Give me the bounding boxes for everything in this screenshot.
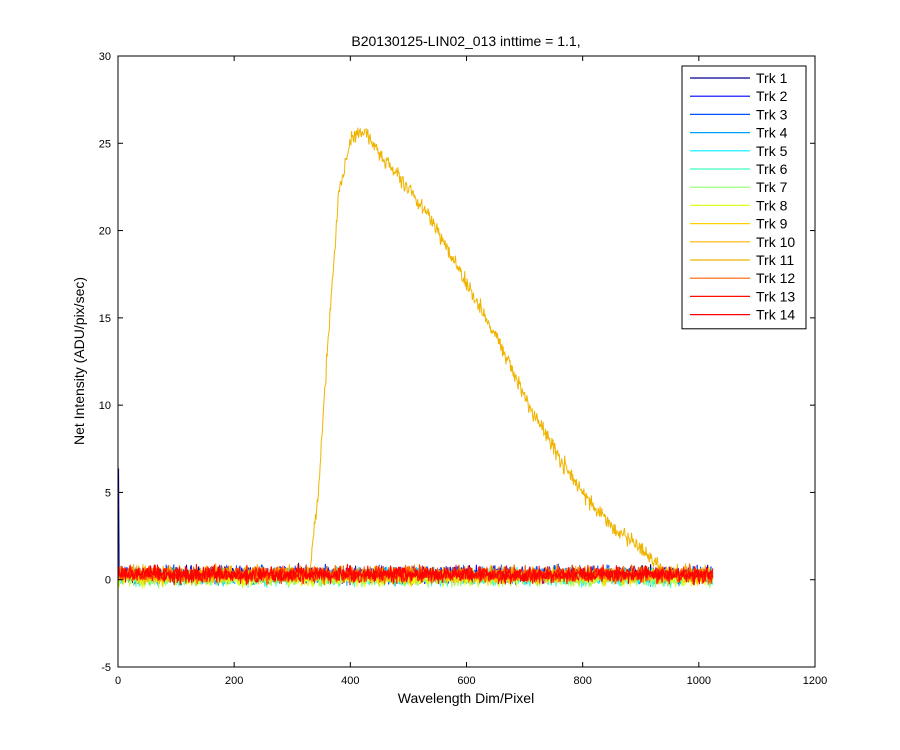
legend-label-trk-10: Trk 10 (756, 234, 795, 250)
y-axis-label: Net Intensity (ADU/pix/sec) (71, 277, 87, 445)
legend-label-trk-1: Trk 1 (756, 70, 788, 86)
y-tick-label: 30 (99, 51, 111, 63)
legend-label-trk-7: Trk 7 (756, 179, 788, 195)
legend: Trk 1 Trk 2 Trk 3 Trk 4 Trk 5 Trk 6 Trk 7 Trk 8… (681, 65, 807, 330)
x-axis-label: Wavelength Dim/Pixel (398, 690, 534, 706)
y-tick-label: 10 (99, 400, 111, 412)
y-tick-label: 5 (105, 487, 111, 499)
x-tick-label: 600 (457, 675, 475, 687)
y-tick-label: 25 (99, 138, 111, 150)
y-tick-label: 15 (99, 313, 111, 325)
x-tick-label: 1200 (803, 675, 827, 687)
x-tick-label: 400 (341, 675, 359, 687)
y-tick-label: 0 (105, 575, 111, 587)
legend-label-trk-5: Trk 5 (756, 143, 788, 159)
y-tick-label: -5 (101, 662, 111, 674)
legend-label-trk-14: Trk 14 (756, 307, 795, 323)
legend-label-trk-4: Trk 4 (756, 125, 788, 141)
x-tick-label: 200 (225, 675, 243, 687)
series-layer (118, 127, 714, 589)
ticks-layer: 0 200 400 600 800 1000 1200 -5 0 5 10 15 20 25 30 (99, 51, 827, 687)
legend-label-trk-13: Trk 13 (756, 288, 795, 304)
legend-label-trk-2: Trk 2 (756, 88, 788, 104)
legend-label-trk-8: Trk 8 (756, 197, 788, 213)
series-line-trk-14 (118, 563, 714, 586)
legend-label-trk-9: Trk 9 (756, 216, 788, 232)
series-group (118, 127, 714, 589)
legend-label-trk-11: Trk 11 (756, 252, 794, 268)
x-tick-label: 800 (573, 675, 591, 687)
legend-label-trk-3: Trk 3 (756, 106, 788, 122)
chart-title: B20130125-LIN02_013 inttime = 1.1, (351, 33, 580, 49)
x-tick-label: 0 (115, 675, 121, 687)
legend-label-trk-12: Trk 12 (756, 270, 795, 286)
legend-box (681, 65, 807, 330)
legend-label-trk-6: Trk 6 (756, 161, 788, 177)
x-tick-label: 1000 (687, 675, 711, 687)
series-line-trk-13 (118, 563, 714, 585)
y-tick-label: 20 (99, 226, 111, 238)
